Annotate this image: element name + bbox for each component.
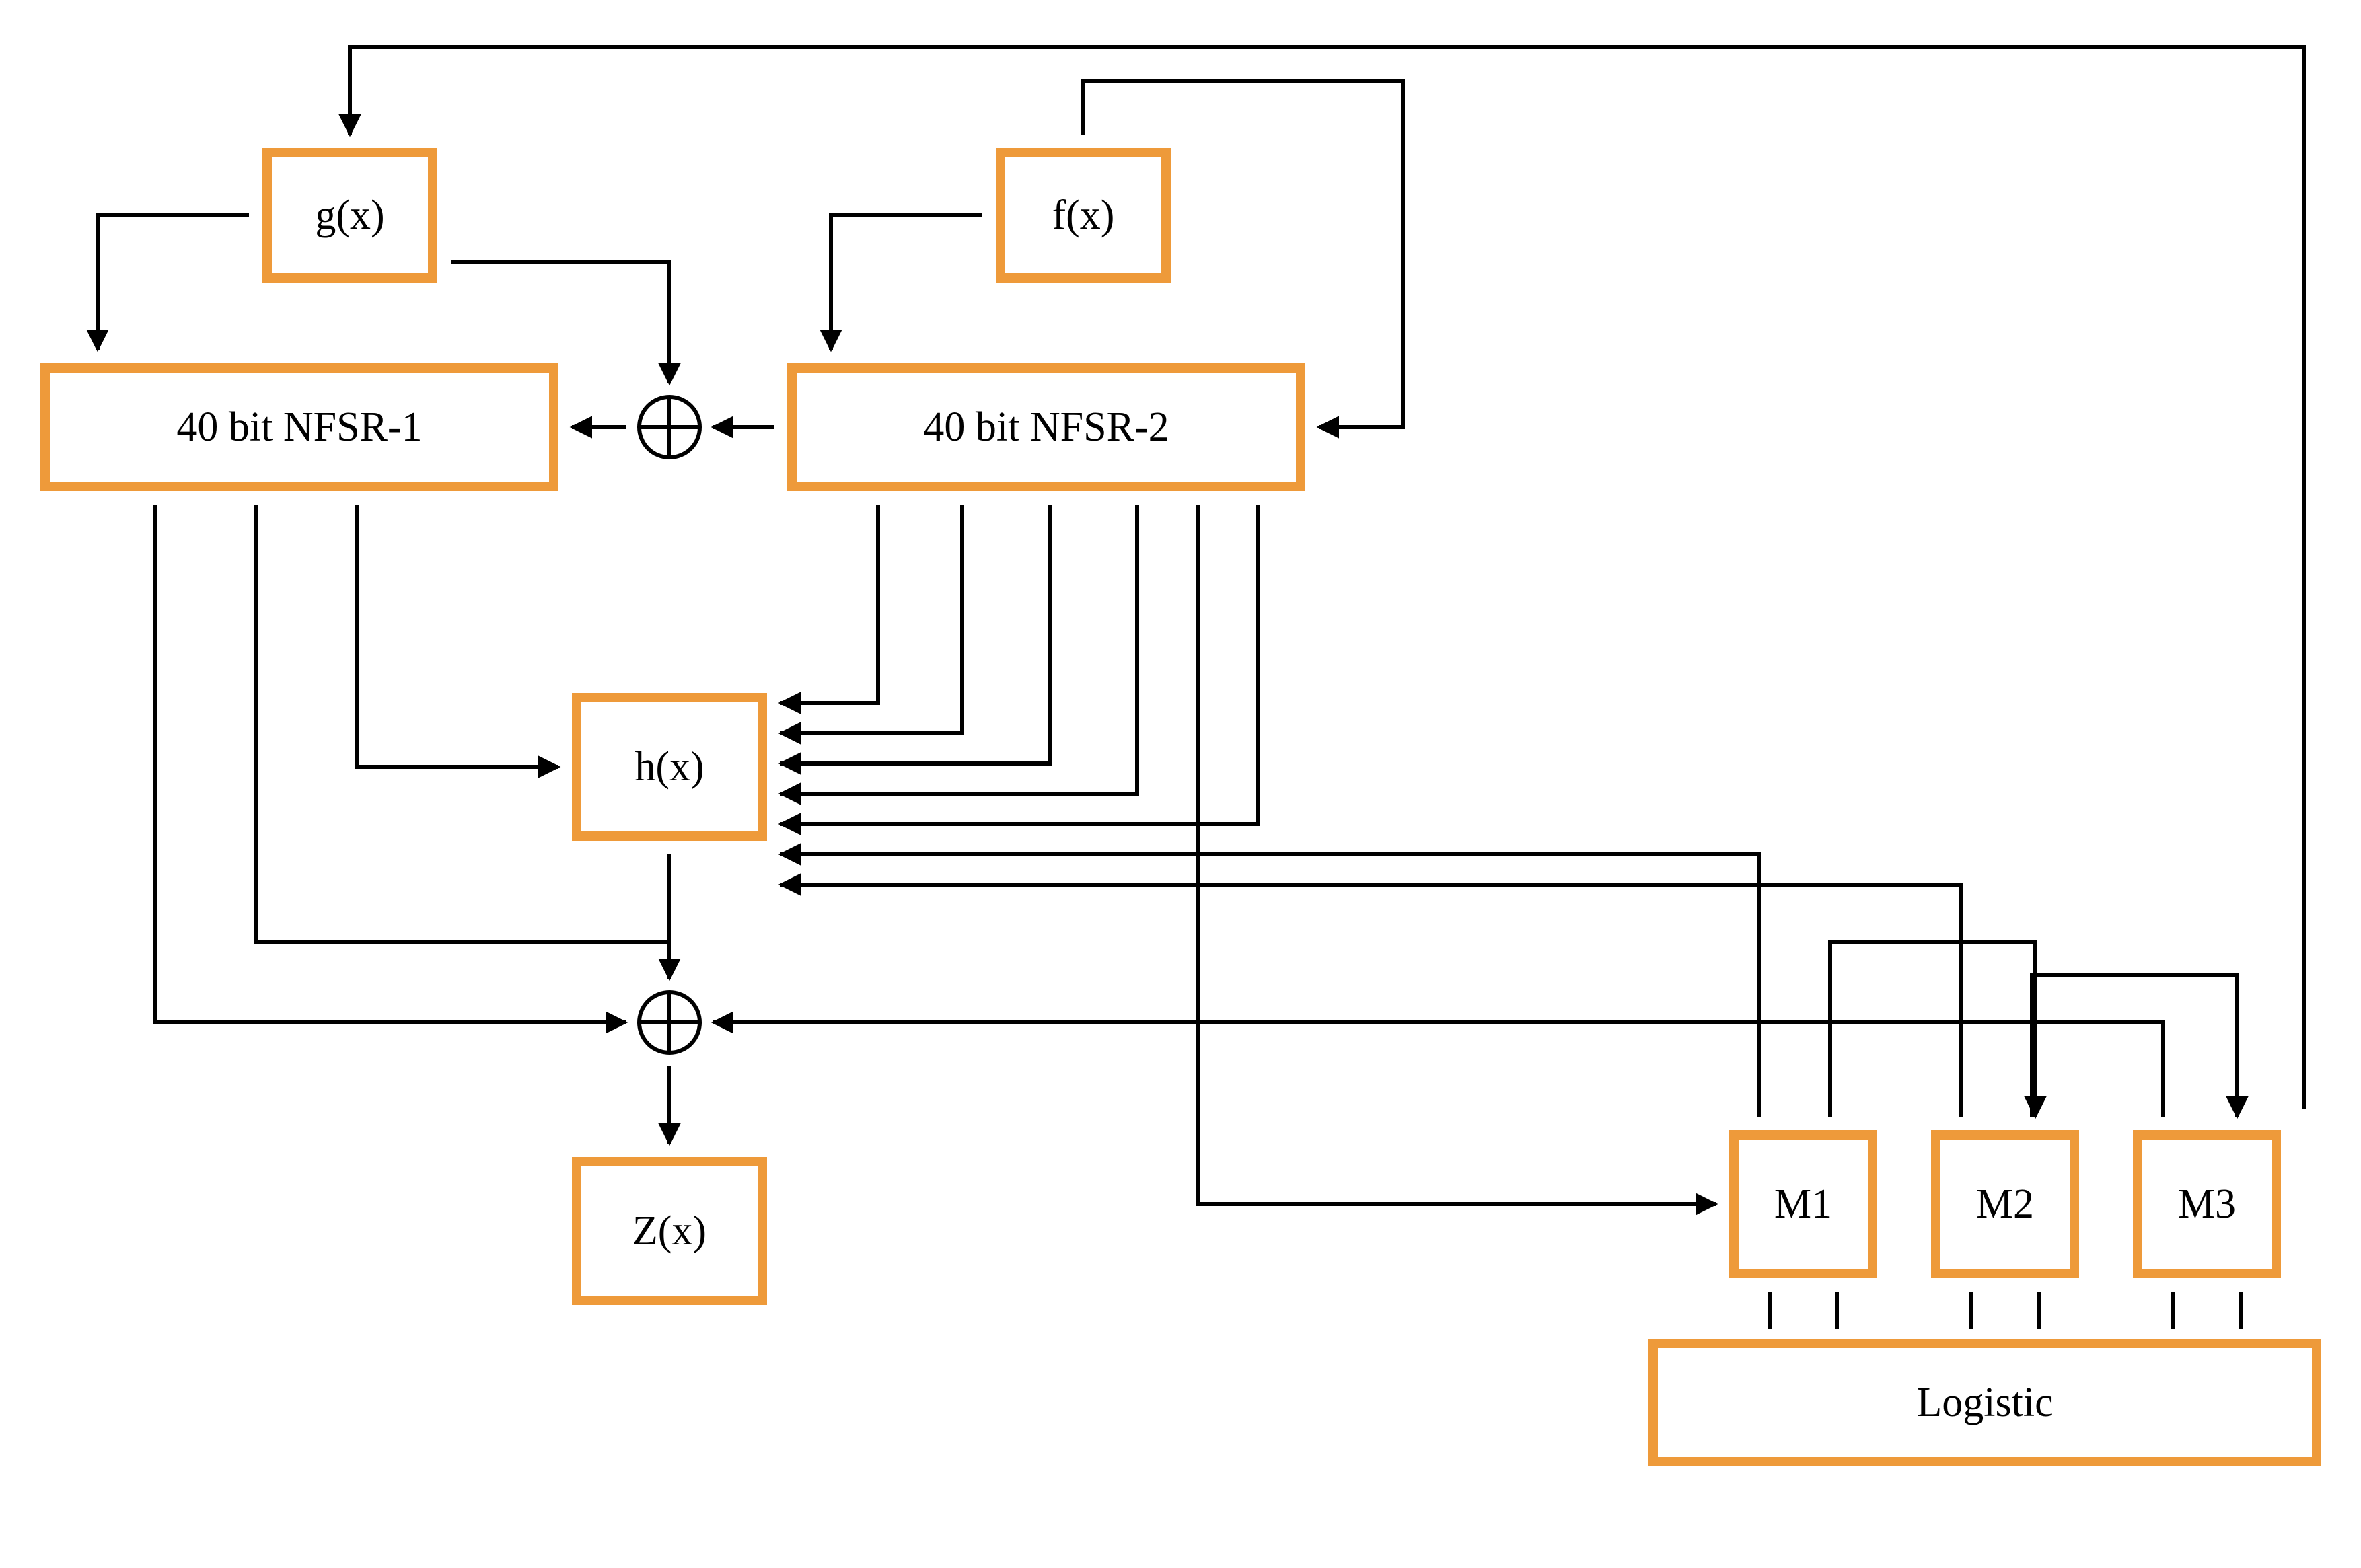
node-nfsr2-label: 40 bit NFSR-2 <box>923 404 1169 451</box>
edge-m1-to-hx <box>780 854 1759 1117</box>
edge-m3-to-xor2 <box>713 1022 2163 1117</box>
edge-nfsr2-tap3-to-hx <box>780 505 1050 763</box>
node-m2-label: M2 <box>1976 1181 2034 1228</box>
node-zx-label: Z(x) <box>632 1207 706 1255</box>
node-m3-label: M3 <box>2178 1181 2236 1228</box>
edge-nfsr1-out-to-hx <box>357 505 558 767</box>
edge-nfsr2-tap4-to-hx <box>780 505 1137 794</box>
node-hx: h(x) <box>572 693 767 841</box>
node-fx-label: f(x) <box>1052 192 1115 239</box>
edge-m3-branch-to-m3 <box>2032 975 2237 1117</box>
node-nfsr1: 40 bit NFSR-1 <box>40 363 558 491</box>
edge-m2-branch-to-m2 <box>1830 942 2035 1117</box>
edge-top-loop-to-gx <box>350 47 2304 1109</box>
node-logistic-label: Logistic <box>1916 1379 2053 1427</box>
edge-nfsr2-tap5-to-hx <box>780 505 1258 824</box>
node-m3: M3 <box>2133 1130 2281 1278</box>
node-gx-label: g(x) <box>315 192 384 239</box>
node-m1-label: M1 <box>1774 1181 1832 1228</box>
edge-m2-to-hx <box>780 885 1961 1117</box>
node-nfsr1-label: 40 bit NFSR-1 <box>176 404 422 451</box>
edge-fx-to-nfsr2 <box>831 215 982 350</box>
edge-nfsr2-tap2-to-hx <box>780 505 962 733</box>
node-zx: Z(x) <box>572 1157 767 1305</box>
edge-gx-to-nfsr1 <box>98 215 249 350</box>
edge-nfsr1-left-to-xor2 <box>155 505 626 1022</box>
node-m1: M1 <box>1729 1130 1877 1278</box>
node-fx: f(x) <box>996 148 1171 283</box>
node-gx: g(x) <box>262 148 437 283</box>
xor-gate-2 <box>637 990 702 1055</box>
edge-nfsr2-tap1-to-hx <box>780 505 878 703</box>
xor-gate-1 <box>637 395 702 459</box>
node-logistic: Logistic <box>1648 1339 2321 1466</box>
node-m2: M2 <box>1931 1130 2079 1278</box>
node-hx-label: h(x) <box>634 743 704 791</box>
node-nfsr2: 40 bit NFSR-2 <box>787 363 1305 491</box>
